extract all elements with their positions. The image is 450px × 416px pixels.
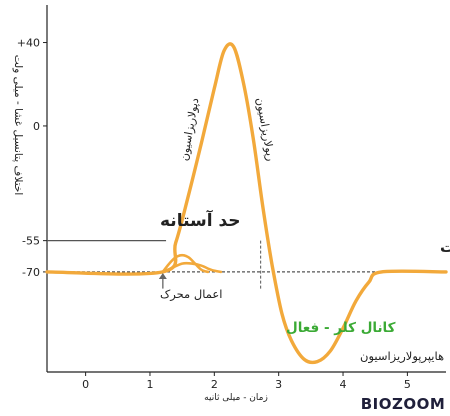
x-tick-label: 5 bbox=[404, 378, 411, 391]
y-tick-label: 0 bbox=[33, 120, 40, 133]
logo-text: BIOZOOM bbox=[361, 395, 446, 413]
y-axis-label: اختلاف پتانسیل غشا - میلی ولت bbox=[12, 55, 24, 196]
x-tick-label: 2 bbox=[211, 378, 218, 391]
threshold-label: حد آستانه bbox=[160, 209, 241, 231]
repolarization-label: رپولاریزاسیون bbox=[253, 97, 277, 162]
x-tick-label: 3 bbox=[275, 378, 282, 391]
stimulus-arrow-head bbox=[158, 272, 167, 280]
rest-label: بازگشت به استراحت bbox=[440, 238, 450, 256]
action-potential-line bbox=[45, 42, 448, 365]
y-tick-label: +40 bbox=[17, 37, 40, 50]
biozoom-logo: BIOZOOM bbox=[361, 395, 446, 413]
chloride-channel-label: کانال کلر - فعال bbox=[286, 320, 396, 336]
subthreshold-bump-1-line bbox=[161, 253, 210, 274]
stimulus-label: اعمال محرک bbox=[160, 287, 222, 302]
y-tick-label: -70 bbox=[22, 266, 40, 279]
x-tick-label: 1 bbox=[146, 378, 153, 391]
hyperpolarization-label: هایپرپولاریزاسیون bbox=[360, 349, 444, 364]
x-tick-label: 4 bbox=[340, 378, 347, 391]
y-tick-label: -55 bbox=[22, 235, 40, 248]
subthreshold-bump-2-line bbox=[161, 261, 223, 274]
x-axis-label: زمان - میلی ثانیه bbox=[204, 393, 268, 403]
x-tick-label: 0 bbox=[82, 378, 89, 391]
